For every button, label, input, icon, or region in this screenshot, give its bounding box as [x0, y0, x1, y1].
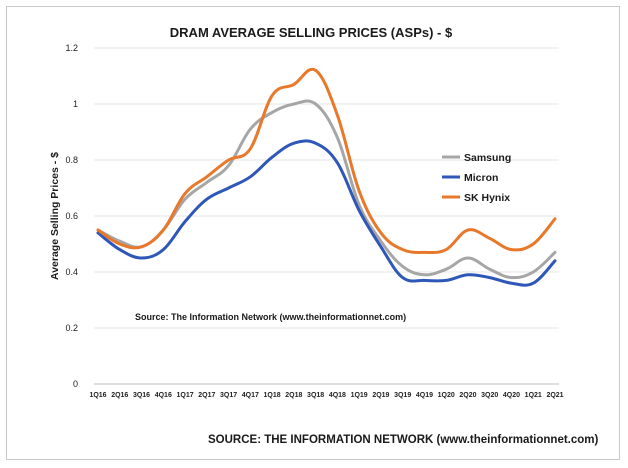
- y-tick-label: 0.6: [65, 211, 78, 221]
- y-axis-label: Average Selling Prices - $: [49, 152, 61, 280]
- y-tick-label: 0.2: [65, 323, 78, 333]
- x-tick-labels: 1Q16 2Q16 3Q16 4Q16 1Q17 2Q17 3Q17 4Q17 1Q18 2Q18…: [89, 392, 563, 399]
- legend-label-micron: Micron: [464, 172, 498, 184]
- x-tick-label: 3Q18: [307, 392, 324, 399]
- x-tick-label: 4Q17: [242, 392, 259, 399]
- x-tick-label: 1Q17: [176, 392, 193, 399]
- y-tick-labels: 0 0.2 0.4 0.6 0.8 1 1.2: [65, 43, 78, 389]
- x-tick-label: 1Q20: [438, 392, 455, 399]
- x-tick-label: 4Q20: [503, 392, 520, 399]
- x-tick-label: 2Q18: [285, 392, 302, 399]
- x-tick-label: 2Q21: [546, 392, 563, 399]
- y-tick-label: 1: [73, 99, 78, 109]
- legend: Samsung Micron SK Hynix: [442, 152, 511, 204]
- x-tick-label: 1Q18: [264, 392, 281, 399]
- gridlines: [94, 47, 559, 385]
- y-tick-label: 0: [73, 379, 78, 389]
- source-annotation: Source: The Information Network (www.the…: [135, 312, 406, 322]
- x-tick-label: 2Q20: [459, 392, 476, 399]
- x-tick-label: 3Q16: [133, 392, 150, 399]
- y-tick-label: 1.2: [65, 43, 78, 53]
- x-tick-label: 3Q17: [220, 392, 237, 399]
- legend-label-samsung: Samsung: [464, 152, 511, 164]
- x-tick-label: 2Q17: [198, 392, 215, 399]
- x-tick-label: 2Q19: [372, 392, 389, 399]
- series-lines: [96, 67, 557, 287]
- x-tick-label: 2Q16: [111, 392, 128, 399]
- y-tick-label: 0.4: [65, 267, 78, 277]
- x-tick-label: 1Q21: [525, 392, 542, 399]
- y-tick-label: 0.8: [65, 155, 78, 165]
- x-tick-label: 3Q20: [481, 392, 498, 399]
- footer-source: SOURCE: THE INFORMATION NETWORK (www.the…: [208, 434, 599, 446]
- x-tick-label: 3Q19: [394, 392, 411, 399]
- chart-title: DRAM AVERAGE SELLING PRICES (ASPs) - $: [170, 25, 453, 40]
- legend-label-sk-hynix: SK Hynix: [464, 192, 510, 204]
- x-tick-label: 1Q16: [89, 392, 106, 399]
- x-tick-label: 1Q19: [351, 392, 368, 399]
- x-tick-label: 4Q18: [329, 392, 346, 399]
- series-line-micron: [96, 139, 557, 287]
- series-line-samsung: [96, 99, 557, 280]
- series-line-sk-hynix: [96, 67, 557, 255]
- x-tick-label: 4Q16: [155, 392, 172, 399]
- x-tick-label: 4Q19: [416, 392, 433, 399]
